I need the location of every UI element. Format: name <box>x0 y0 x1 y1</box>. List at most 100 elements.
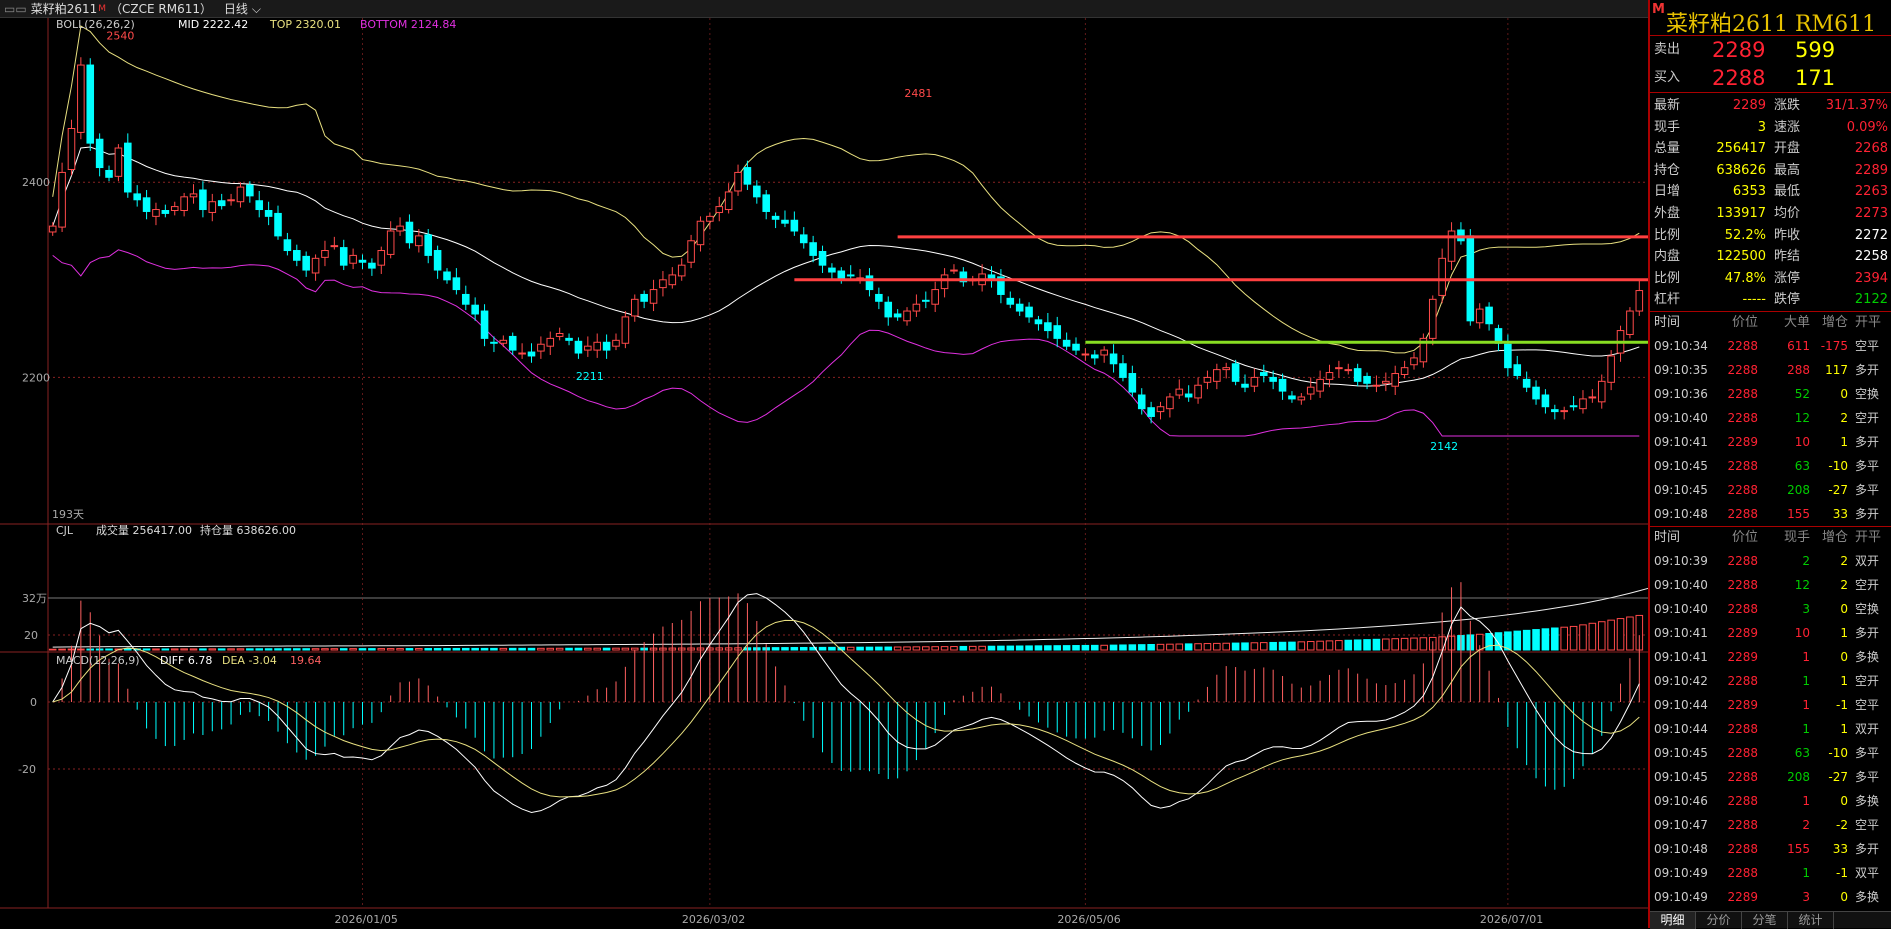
candle-up <box>715 206 724 213</box>
candle-up <box>377 250 386 266</box>
candle-up <box>706 215 714 222</box>
candle-up <box>1203 376 1212 383</box>
volume-bar-up <box>1626 616 1634 651</box>
tick-list[interactable]: 时间 价位 现手 增仓 开平 09:10:39 2288 2 2 双开 09:10:40 2288 12… <box>1650 527 1891 909</box>
tab-2[interactable]: 分笔 <box>1742 912 1788 929</box>
bid-ask-box: 卖出 2289 599 买入 2288 171 <box>1650 36 1891 93</box>
volume-bar-down <box>875 646 883 651</box>
boll-label[interactable]: BOLL(26,26,2) <box>56 18 135 31</box>
candle-up <box>1391 373 1399 387</box>
stat-value: 31/1.37% <box>1825 98 1888 113</box>
boll-top-line <box>52 25 1640 354</box>
volume-bar-down <box>105 648 113 651</box>
candle-down <box>602 341 611 351</box>
volume-bar-up <box>1391 638 1399 651</box>
period-selector[interactable]: 日线 ⌵ <box>223 2 261 16</box>
trade-row: 09:10:40 2288 3 0 空换 <box>1654 601 1880 616</box>
candle-down <box>1513 364 1522 376</box>
candle-down <box>142 197 151 212</box>
candle-up <box>1597 380 1606 403</box>
tab-1[interactable]: 分价 <box>1696 912 1742 929</box>
stat-value: 3 <box>1757 119 1766 135</box>
candle-down <box>1551 409 1559 413</box>
candle-down <box>283 239 292 252</box>
volume-bar-up <box>931 646 939 651</box>
kline-chart[interactable]: 2400 2200 32万 20 0 -20 2026/01/05 2026/03/02 202… <box>0 18 1648 928</box>
stat-value: 2272 <box>1854 227 1888 243</box>
volume-bar-up <box>537 647 545 651</box>
stat-value: 2122 <box>1854 292 1888 308</box>
volume-bar-down <box>799 646 808 651</box>
volume-bar-up <box>1382 638 1390 651</box>
bid-volume: 171 <box>1795 66 1836 90</box>
volume-bar-up <box>1175 643 1184 651</box>
trade-row: 09:10:48 2288 155 33 多开 <box>1654 506 1880 521</box>
candle-down <box>1147 407 1155 417</box>
cjl-label[interactable]: CJL <box>56 524 74 537</box>
candle-up <box>1400 367 1409 375</box>
ask-row[interactable]: 卖出 2289 599 <box>1654 38 1836 62</box>
volume-bar-up <box>1259 642 1268 651</box>
boll-top: TOP 2320.01 <box>269 18 341 31</box>
candle-up <box>724 191 733 211</box>
big-order-list[interactable]: 时间 价位 大单 增仓 开平 09:10:34 2288 611 -175 空平 09:10:35 2… <box>1650 312 1891 527</box>
volume-bar-down <box>997 645 1005 651</box>
chevron-down-icon: ⌵ <box>251 2 261 16</box>
volume-bar-down <box>1062 645 1071 651</box>
candle-down <box>199 189 207 211</box>
candle-up <box>1579 398 1587 410</box>
volume-tick-label: 32万 <box>22 592 47 605</box>
candle-up <box>1344 369 1353 372</box>
candle-up <box>546 337 555 347</box>
volume-bar-down <box>959 645 968 651</box>
price-annotation: 2211 <box>576 370 604 383</box>
volume-bar-down <box>1278 641 1287 651</box>
bid-row[interactable]: 买入 2288 171 <box>1654 66 1836 90</box>
volume-bar-down <box>1109 644 1118 651</box>
candle-down <box>997 276 1005 295</box>
stat-value: 122500 <box>1716 249 1766 265</box>
candle-down <box>1025 306 1033 318</box>
candle-down <box>893 313 902 318</box>
candle-down <box>1109 353 1118 365</box>
candle-up <box>1213 369 1221 382</box>
candle-up <box>537 343 545 352</box>
volume-bar-up <box>621 647 630 651</box>
boll-mid: MID 2222.42 <box>178 18 248 31</box>
open-interest-line <box>52 587 1648 648</box>
stat-label: 昨结 <box>1774 249 1801 265</box>
volume-bar-down <box>1372 638 1381 651</box>
volume-bar-up <box>903 646 911 651</box>
candle-down <box>1532 386 1540 400</box>
candle-down <box>1522 378 1531 388</box>
candle-up <box>668 274 677 286</box>
macd-label[interactable]: MACD(12,26,9) <box>56 654 140 667</box>
list-header: 时间 价位 现手 增仓 开平 <box>1654 529 1882 545</box>
volume-bar-down <box>602 647 611 651</box>
bid-price: 2288 <box>1712 66 1766 90</box>
drawn-trend-lines[interactable] <box>794 230 1648 349</box>
candle-up <box>396 225 404 232</box>
volume-bar-up <box>1297 641 1306 651</box>
tab-3[interactable]: 统计 <box>1788 912 1834 929</box>
trade-row: 09:10:46 2288 1 0 多换 <box>1654 793 1880 808</box>
macd-value: 19.64 <box>290 654 322 667</box>
stat-row: 比例 47.8% 涨停 2394 <box>1650 268 1891 290</box>
candle-down <box>471 304 479 315</box>
stat-label: 跌停 <box>1774 292 1801 308</box>
candle-up <box>1372 384 1381 387</box>
window-icon[interactable]: ▭▭ <box>4 2 27 16</box>
stat-label: 最低 <box>1774 184 1801 200</box>
candle-down <box>743 167 752 185</box>
candle-down <box>133 193 141 201</box>
volume-bar-up <box>1194 643 1202 651</box>
volume-bar-up <box>1156 643 1165 651</box>
trade-row: 09:10:41 2289 10 1 多开 <box>1654 625 1880 640</box>
candle-down <box>358 259 367 263</box>
tab-0[interactable]: 明细 <box>1650 912 1696 929</box>
volume-bar-up <box>978 645 986 651</box>
candle-down <box>640 293 648 302</box>
volume-bar-up <box>584 647 592 651</box>
trade-row: 09:10:47 2288 2 -2 空平 <box>1654 817 1880 832</box>
volume-bar-down <box>1353 639 1362 651</box>
